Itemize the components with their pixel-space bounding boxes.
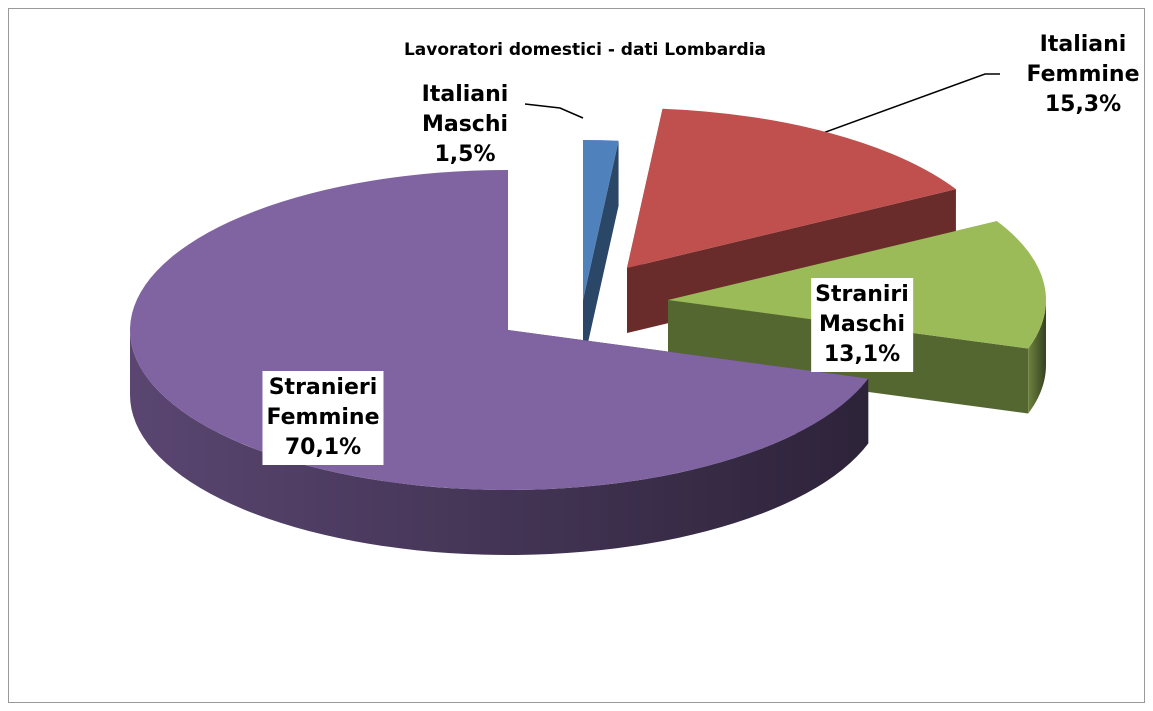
slice (583, 140, 619, 300)
category-label: Italiani Maschi (421, 82, 509, 137)
leader-line (789, 73, 1000, 146)
data-label: Straniri Maschi 13,1% (811, 278, 913, 372)
value-label: 13,1% (823, 342, 901, 367)
leader-line (524, 103, 584, 119)
value-label: 1,5% (434, 142, 496, 167)
category-label: Straniri Maschi (815, 282, 909, 337)
category-label: Stranieri Femmine (266, 375, 380, 430)
data-label: Stranieri Femmine 70,1% (262, 371, 384, 465)
slice-wall (130, 330, 869, 555)
value-label: 15,3% (1044, 92, 1122, 117)
category-label: Italiani Femmine (1026, 32, 1140, 87)
slice-wall (1028, 300, 1046, 414)
chart-title: Lavoratori domestici - dati Lombardia (403, 40, 767, 60)
data-label: Italiani Femmine 15,3% (1022, 28, 1143, 122)
slice (627, 108, 956, 268)
data-label: Italiani Maschi 1,5% (418, 78, 513, 172)
value-label: 70,1% (284, 435, 362, 460)
slice-side (583, 140, 619, 365)
